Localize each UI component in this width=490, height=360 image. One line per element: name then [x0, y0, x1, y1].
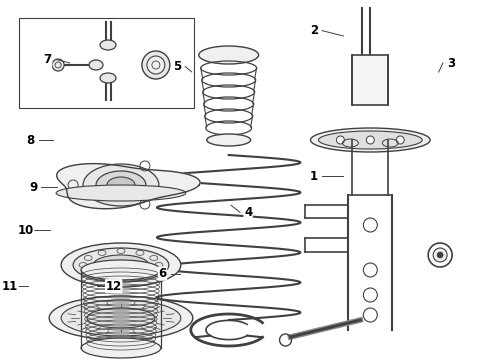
Ellipse shape — [107, 177, 135, 193]
Ellipse shape — [56, 185, 186, 201]
Ellipse shape — [87, 308, 155, 328]
Bar — [352, 55, 388, 105]
Ellipse shape — [100, 40, 116, 50]
Polygon shape — [57, 163, 200, 209]
Text: 11: 11 — [2, 280, 18, 293]
Ellipse shape — [199, 46, 259, 64]
Circle shape — [396, 136, 404, 144]
Ellipse shape — [61, 300, 181, 336]
Text: 9: 9 — [29, 181, 37, 194]
Text: 12: 12 — [105, 280, 122, 293]
Ellipse shape — [311, 128, 430, 152]
Text: 4: 4 — [244, 206, 252, 219]
Text: 6: 6 — [158, 267, 167, 280]
Text: 3: 3 — [447, 57, 455, 69]
Bar — [19, 18, 194, 108]
Ellipse shape — [96, 171, 146, 199]
Ellipse shape — [207, 134, 250, 146]
Circle shape — [437, 252, 443, 258]
Ellipse shape — [142, 51, 170, 79]
Text: 10: 10 — [18, 224, 34, 237]
Text: 2: 2 — [310, 24, 318, 37]
Ellipse shape — [83, 164, 159, 206]
Text: 8: 8 — [26, 134, 35, 147]
Ellipse shape — [100, 73, 116, 83]
Ellipse shape — [52, 59, 64, 71]
Ellipse shape — [61, 243, 181, 287]
Text: 1: 1 — [310, 170, 318, 183]
Circle shape — [367, 136, 374, 144]
Text: 5: 5 — [173, 60, 181, 73]
Ellipse shape — [318, 131, 422, 149]
Circle shape — [433, 248, 447, 262]
Ellipse shape — [147, 56, 165, 74]
Ellipse shape — [93, 255, 149, 275]
Ellipse shape — [89, 60, 103, 70]
Circle shape — [337, 136, 344, 144]
Text: 7: 7 — [44, 53, 52, 66]
Ellipse shape — [81, 260, 161, 280]
Ellipse shape — [73, 248, 169, 282]
Ellipse shape — [49, 296, 193, 340]
Ellipse shape — [81, 338, 161, 358]
